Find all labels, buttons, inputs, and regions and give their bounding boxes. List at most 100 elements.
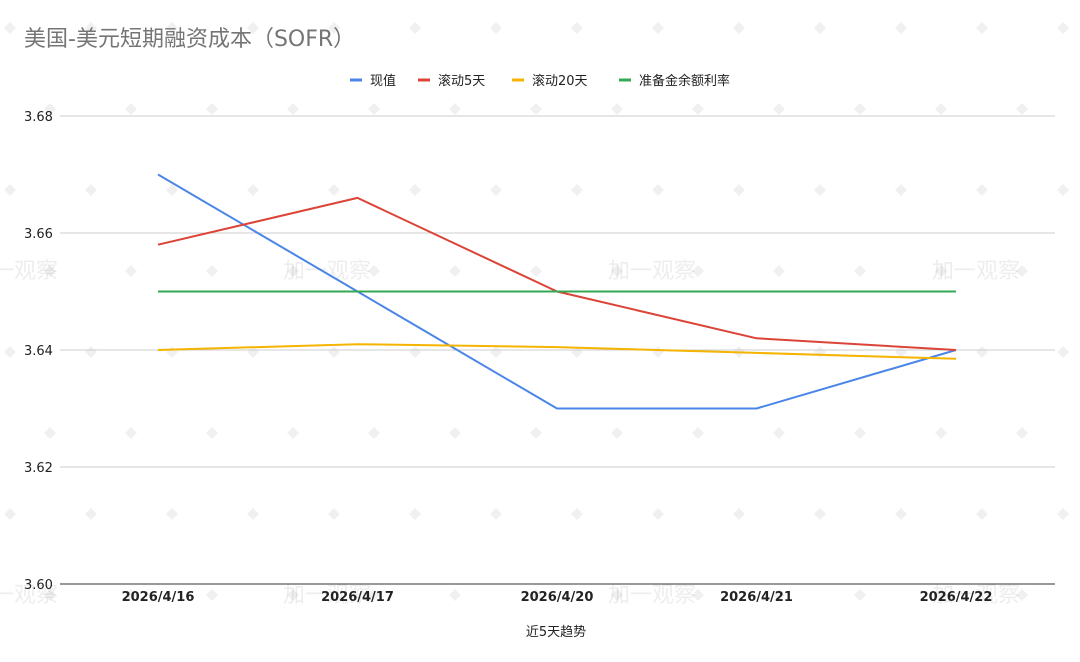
- watermark-diamond: [44, 589, 56, 601]
- x-axis-tick-labels: 2026/4/16 2026/4/17 2026/4/20 2026/4/21 2026…: [122, 590, 993, 605]
- watermark-diamond: [490, 22, 502, 34]
- x-tick-label: 2026/4/17: [321, 590, 394, 605]
- watermark-diamond: [530, 589, 542, 601]
- watermark-diamond: [814, 184, 826, 196]
- watermark-diamond: [166, 508, 178, 520]
- watermark-diamond: [935, 589, 947, 601]
- series-lines: [157, 173, 957, 410]
- watermark-diamond: [530, 427, 542, 439]
- watermark-diamond: [733, 508, 745, 520]
- watermark-diamond: [368, 427, 380, 439]
- watermark-diamond: [409, 184, 421, 196]
- watermark-diamond: [1016, 265, 1028, 277]
- watermark-diamond: [206, 427, 218, 439]
- watermark-diamond: [125, 589, 137, 601]
- series-line: [157, 343, 957, 360]
- watermark-diamond: [206, 265, 218, 277]
- x-tick-label: 2026/4/22: [920, 590, 993, 605]
- watermark-diamond: [611, 265, 623, 277]
- y-tick-label: 3.66: [24, 227, 53, 242]
- watermark-diamond: [692, 265, 704, 277]
- watermark-diamond: [530, 103, 542, 115]
- watermark-diamond: [206, 589, 218, 601]
- watermark-diamond: [247, 184, 259, 196]
- watermark-diamond: [895, 22, 907, 34]
- watermark-text: 加一观察: [932, 259, 1020, 284]
- watermark-text: 加一观察: [932, 583, 1020, 608]
- series-line: [157, 196, 957, 351]
- watermark-text: 加一观察: [0, 583, 58, 608]
- watermark-diamond: [692, 589, 704, 601]
- watermark-diamond: [4, 184, 16, 196]
- watermark-diamond: [125, 427, 137, 439]
- watermark-diamond: [247, 22, 259, 34]
- watermark-diamond: [166, 346, 178, 358]
- watermark-diamond: [976, 508, 988, 520]
- watermark-diamond: [44, 427, 56, 439]
- x-tick-label: 2026/4/20: [521, 590, 594, 605]
- watermark-diamond: [368, 265, 380, 277]
- watermark-text: 加一观察: [608, 583, 696, 608]
- watermark-diamond: [935, 103, 947, 115]
- x-tick-label: 2026/4/16: [122, 590, 195, 605]
- watermark-diamond: [611, 103, 623, 115]
- watermark-diamond: [652, 22, 664, 34]
- watermark-diamond: [854, 589, 866, 601]
- watermark-diamond: [85, 22, 97, 34]
- watermark-diamond: [611, 589, 623, 601]
- watermark-diamond: [206, 103, 218, 115]
- watermark-diamond: [652, 508, 664, 520]
- watermark-diamond: [773, 427, 785, 439]
- watermark-diamond: [328, 508, 340, 520]
- watermark-diamond: [733, 184, 745, 196]
- watermark-diamond: [44, 103, 56, 115]
- watermark-diamond: [652, 346, 664, 358]
- watermark-diamond: [773, 103, 785, 115]
- watermark-diamond: [287, 103, 299, 115]
- legend-label: 准备金余额利率: [639, 73, 730, 89]
- watermark-diamond: [166, 22, 178, 34]
- watermark-diamond: [530, 265, 542, 277]
- legend-label: 滚动20天: [532, 73, 588, 89]
- watermark-diamond: [1016, 103, 1028, 115]
- watermark-diamond: [935, 265, 947, 277]
- watermark-diamond: [287, 427, 299, 439]
- watermark-diamond: [4, 346, 16, 358]
- watermark-diamond: [125, 265, 137, 277]
- watermark-diamond: [125, 103, 137, 115]
- watermark-diamond: [733, 22, 745, 34]
- watermark-diamond: [652, 184, 664, 196]
- watermark-diamond: [814, 346, 826, 358]
- legend: 现值 滚动5天 滚动20天 准备金余额利率: [350, 73, 730, 89]
- legend-label: 现值: [370, 73, 396, 89]
- watermark-diamond: [449, 103, 461, 115]
- watermark-diamond: [854, 265, 866, 277]
- watermark-diamond: [692, 103, 704, 115]
- x-tick-label: 2026/4/21: [720, 590, 793, 605]
- watermark-diamond: [85, 508, 97, 520]
- watermark-diamond: [409, 508, 421, 520]
- watermark-diamond: [571, 346, 583, 358]
- watermark-text: 加一观察: [0, 259, 58, 284]
- watermark-diamond: [287, 265, 299, 277]
- watermark-diamond: [1057, 22, 1069, 34]
- chart-title: 美国-美元短期融资成本（SOFR）: [24, 27, 355, 52]
- y-axis-tick-labels: 3.60 3.62 3.64 3.66 3.68: [24, 110, 53, 593]
- watermark-diamond: [409, 22, 421, 34]
- watermark-diamond: [976, 346, 988, 358]
- watermark-diamond: [1016, 589, 1028, 601]
- watermark-diamond: [4, 22, 16, 34]
- watermark-diamond: [895, 508, 907, 520]
- watermark-text: 加一观察: [283, 259, 371, 284]
- watermark-diamond: [895, 184, 907, 196]
- watermark-diamond: [1057, 346, 1069, 358]
- watermark-diamond: [571, 508, 583, 520]
- watermark-diamond: [328, 22, 340, 34]
- watermark-diamond: [1016, 427, 1028, 439]
- watermark-diamond: [611, 427, 623, 439]
- legend-label: 滚动5天: [438, 73, 485, 89]
- watermark-diamond: [409, 346, 421, 358]
- watermark-diamond: [449, 427, 461, 439]
- watermark-diamond: [976, 184, 988, 196]
